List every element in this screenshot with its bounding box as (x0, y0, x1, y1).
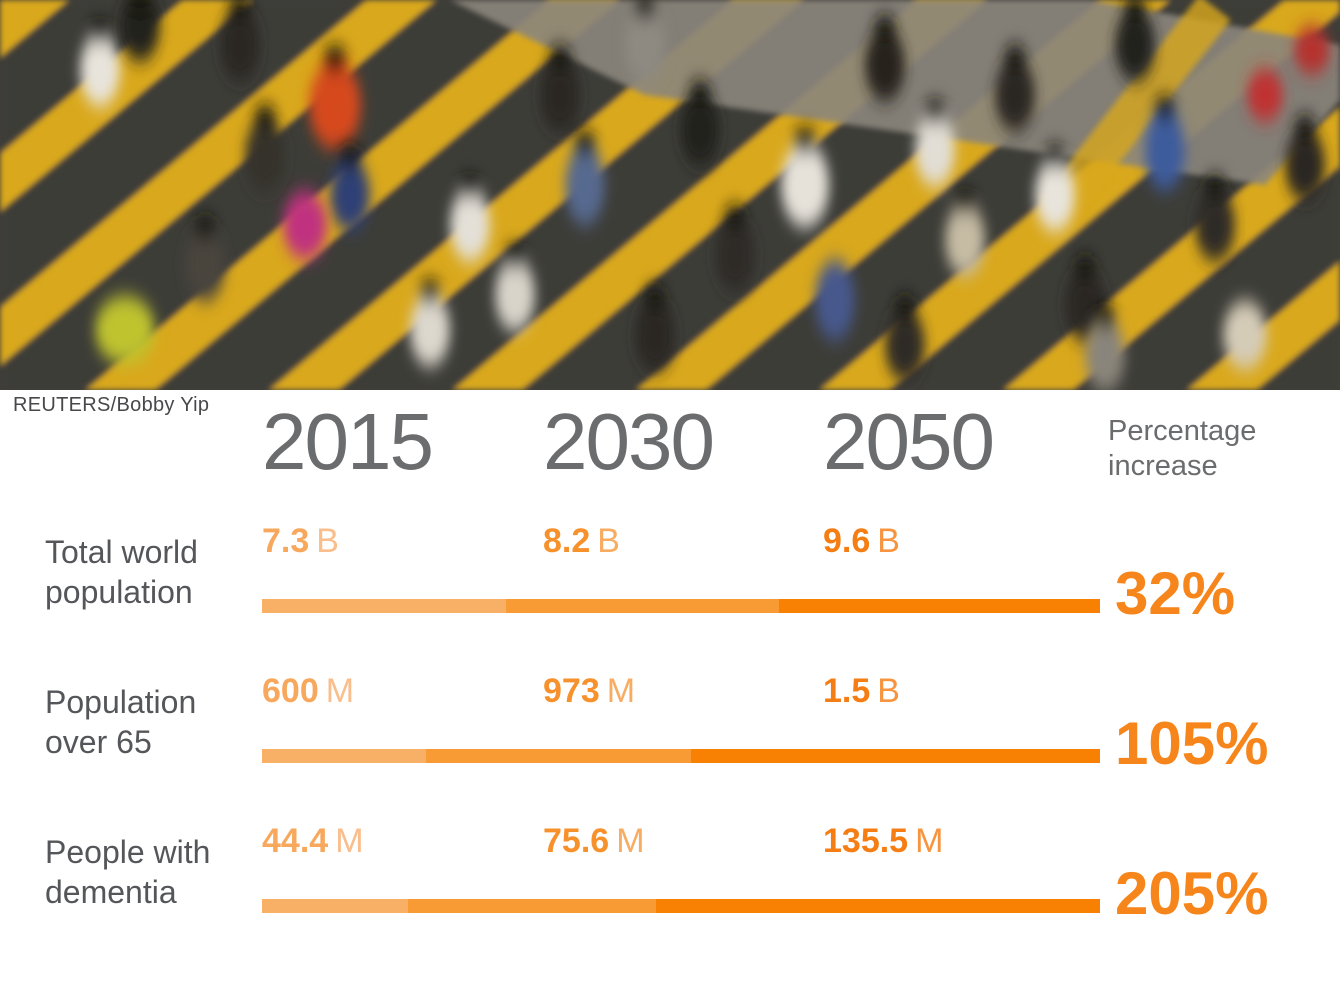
row-label: Total world population (45, 532, 275, 612)
value-2015: 7.3 B (262, 518, 339, 564)
value-unit: M (616, 822, 645, 860)
percent-increase-header: Percentage increase (1108, 415, 1257, 482)
yellow-line (1039, 0, 1231, 225)
value-2015: 44.4 M (262, 818, 364, 864)
value-2030: 8.2 B (543, 518, 620, 564)
stacked-bar (262, 599, 1100, 613)
column-header-2030: 2030 (543, 397, 715, 486)
bar-segment-2050 (655, 899, 1100, 913)
bar-segment-2015 (262, 749, 426, 763)
value-number: 973 (543, 672, 600, 710)
value-unit: M (915, 822, 944, 860)
value-unit: B (316, 522, 339, 560)
value-unit: B (877, 672, 900, 710)
row-label-line1: Population (45, 684, 197, 720)
value-number: 9.6 (823, 522, 871, 560)
bar-segment-2015 (262, 599, 506, 613)
percent-increase-value: 32% (1115, 560, 1236, 627)
row-label: Population over 65 (45, 682, 275, 762)
chart-row-population-over-65: Population over 65 600 M 973 M 1.5 B 105% (0, 668, 1340, 818)
value-2030: 973 M (543, 668, 635, 714)
stacked-bar (262, 899, 1100, 913)
photo-credit: REUTERS/Bobby Yip (13, 394, 210, 416)
value-number: 135.5 (823, 822, 909, 860)
stacked-bar (262, 749, 1100, 763)
value-2015: 600 M (262, 668, 354, 714)
value-number: 600 (262, 672, 319, 710)
value-2050: 1.5 B (823, 668, 900, 714)
bar-segment-2030 (505, 599, 780, 613)
value-number: 7.3 (262, 522, 310, 560)
value-unit: B (597, 522, 620, 560)
value-unit: B (877, 522, 900, 560)
value-2050: 135.5 M (823, 818, 943, 864)
column-header-2050: 2050 (823, 397, 995, 486)
value-unit: M (325, 672, 355, 710)
hero-photo (0, 0, 1340, 390)
value-number: 8.2 (543, 522, 591, 560)
value-number: 1.5 (823, 672, 871, 710)
bar-segment-2030 (425, 749, 691, 763)
chart-row-people-with-dementia: People with dementia 44.4 M 75.6 M 135.5 M … (0, 818, 1340, 968)
crosswalk-photo-illustration (0, 0, 1340, 390)
bar-segment-2030 (407, 899, 656, 913)
column-header-2015: 2015 (262, 397, 434, 486)
value-unit: M (606, 672, 636, 710)
value-number: 75.6 (543, 822, 610, 860)
percent-increase-value: 105% (1115, 710, 1269, 777)
row-label-line2: over 65 (45, 724, 152, 760)
chart-row-total-world-population: Total world population 7.3 B 8.2 B 9.6 B 32… (0, 518, 1340, 668)
row-label: People with dementia (45, 832, 275, 912)
value-unit: M (335, 822, 364, 860)
value-2050: 9.6 B (823, 518, 900, 564)
row-label-line2: population (45, 574, 193, 610)
row-label-line1: Total world (45, 534, 198, 570)
value-2030: 75.6 M (543, 818, 645, 864)
bar-segment-2015 (262, 899, 408, 913)
pedestrians-group (80, 0, 1330, 390)
row-label-line2: dementia (45, 874, 177, 910)
percent-increase-value: 205% (1115, 860, 1269, 927)
row-label-line1: People with (45, 834, 211, 870)
bar-segment-2050 (779, 599, 1100, 613)
value-number: 44.4 (262, 822, 329, 860)
bar-segment-2050 (690, 749, 1100, 763)
